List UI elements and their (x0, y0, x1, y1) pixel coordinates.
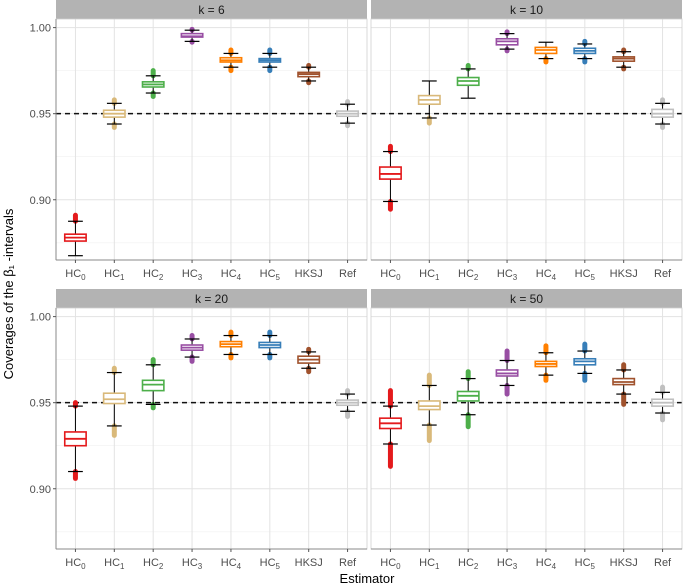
box-ref (336, 388, 360, 419)
facet-strip-label: k = 50 (510, 292, 543, 306)
box-ref (651, 384, 675, 423)
box-hc1 (417, 372, 441, 444)
y-tick-label: 1.00 (30, 312, 51, 324)
y-tick-label: 0.95 (30, 109, 51, 121)
facet-strip (371, 289, 682, 308)
box-ref (651, 97, 675, 130)
panel-background (56, 308, 367, 549)
box-hc2 (456, 62, 480, 99)
x-tick-label: HKSJ (295, 557, 323, 569)
x-tick-label: HC2 (143, 557, 164, 571)
x-tick-label: HC5 (575, 557, 596, 571)
facet-panels: k = 6 0.90 0.95 1.00 HC0 HC1 HC2 HC3 HC4 HC5 HKSJ R… (30, 0, 683, 571)
x-tick-label: Ref (339, 557, 357, 569)
box-hc2 (141, 357, 165, 411)
x-tick-label: HC2 (143, 268, 164, 282)
box-hc5 (258, 47, 282, 74)
x-tick-label: HC3 (182, 557, 203, 571)
box-hc0 (378, 143, 402, 212)
x-tick-label: HC4 (536, 557, 557, 571)
facet-strip-label: k = 20 (195, 292, 228, 306)
box-hc4 (534, 343, 558, 383)
box-hc3 (495, 29, 519, 54)
facet-strip (56, 0, 367, 19)
box-hc3 (180, 26, 204, 45)
y-tick-label: 0.90 (30, 484, 51, 496)
panel-4: k = 50 HC0 HC1 HC2 HC3 HC4 HC5 HKSJ Ref (370, 289, 683, 571)
x-tick-label: HC5 (260, 557, 281, 571)
y-tick-label: 1.00 (30, 23, 51, 35)
x-tick-label: Ref (654, 557, 672, 569)
x-tick-label: HC4 (221, 268, 242, 282)
panel-background (56, 19, 367, 260)
box-hc4 (219, 329, 243, 361)
x-tick-label: HC0 (380, 557, 401, 571)
box-hc2 (141, 68, 165, 99)
x-tick-label: HC3 (497, 557, 518, 571)
y-tick-label: 0.90 (30, 195, 51, 207)
x-tick-label: HKSJ (295, 268, 323, 280)
x-tick-label: Ref (654, 268, 672, 280)
box-hc4 (219, 47, 243, 74)
box-hksj (612, 47, 636, 72)
box-ref (336, 99, 360, 129)
x-axis-title: Estimator (340, 571, 396, 586)
box-hc2 (456, 369, 480, 430)
panel-1: k = 6 0.90 0.95 1.00 HC0 HC1 HC2 HC3 HC4 HC5 HKSJ R… (30, 0, 368, 282)
x-tick-label: Ref (339, 268, 357, 280)
x-tick-label: HKSJ (610, 268, 638, 280)
x-tick-label: HC3 (497, 268, 518, 282)
box-hc0 (378, 388, 402, 469)
x-tick-label: HC2 (458, 557, 479, 571)
facet-strip (371, 0, 682, 19)
box-hksj (297, 62, 321, 86)
x-tick-label: HC1 (104, 268, 125, 282)
box-hc5 (258, 329, 282, 361)
box-hksj (612, 362, 636, 407)
x-tick-label: HC1 (104, 557, 125, 571)
x-tick-label: HC4 (536, 268, 557, 282)
x-tick-label: HKSJ (610, 557, 638, 569)
panel-background (371, 308, 682, 549)
box-hc1 (102, 365, 126, 438)
box-hc0 (63, 400, 87, 481)
x-tick-label: HC1 (419, 268, 440, 282)
x-tick-label: HC0 (65, 557, 86, 571)
facet-strip-label: k = 10 (510, 3, 543, 17)
box-hc5 (573, 341, 597, 383)
x-tick-label: HC5 (260, 268, 281, 282)
x-tick-label: HC1 (419, 557, 440, 571)
x-tick-label: HC4 (221, 557, 242, 571)
box-hc0 (63, 212, 87, 257)
panel-background (371, 19, 682, 260)
box-hc4 (534, 41, 558, 65)
box-hksj (297, 346, 321, 375)
box-hc1 (102, 97, 126, 130)
x-tick-label: HC5 (575, 268, 596, 282)
box-hc3 (495, 348, 519, 397)
x-tick-label: HC0 (380, 268, 401, 282)
box-hc3 (180, 333, 204, 364)
x-tick-label: HC2 (458, 268, 479, 282)
box-hc1 (417, 80, 441, 126)
x-tick-label: HC0 (65, 268, 86, 282)
y-axis-title: Coverages of the β₁ -intervals (1, 208, 16, 379)
facet-strip (56, 289, 367, 308)
facet-strip-label: k = 6 (198, 3, 225, 17)
y-tick-label: 0.95 (30, 398, 51, 410)
x-tick-label: HC3 (182, 268, 203, 282)
box-hc5 (573, 38, 597, 65)
panel-3: k = 20 0.90 0.95 1.00 HC0 HC1 HC2 HC3 HC4 HC5 HKSJ… (30, 289, 368, 571)
panel-2: k = 10 HC0 HC1 HC2 HC3 HC4 HC5 HKSJ Ref (370, 0, 683, 282)
